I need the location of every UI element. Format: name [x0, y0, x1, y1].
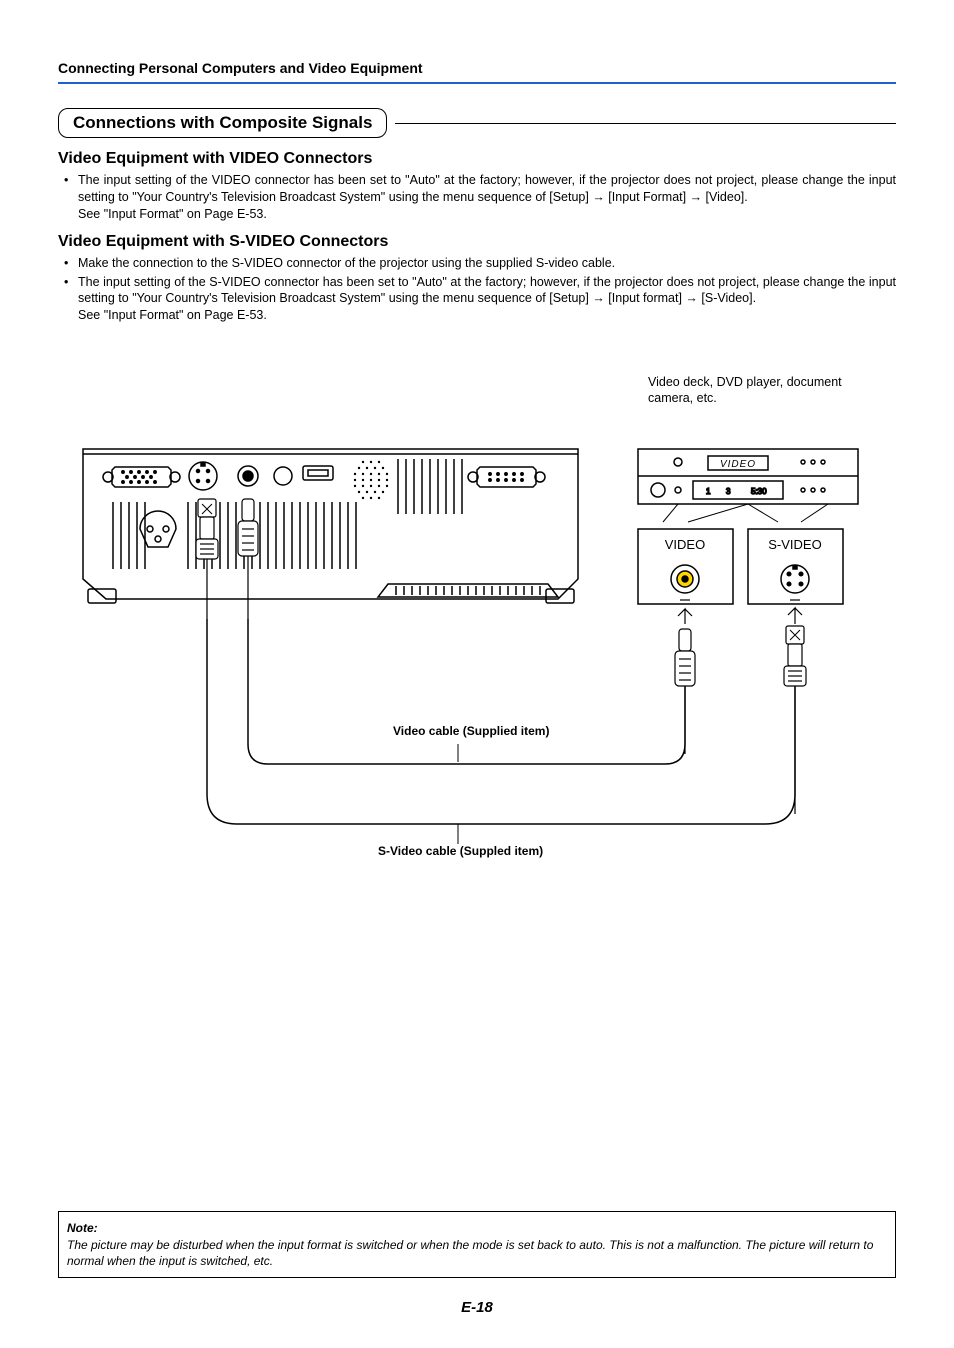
svg-text:3: 3 — [726, 487, 731, 496]
subheading-video: Video Equipment with VIDEO Connectors — [58, 150, 896, 168]
video-cable — [248, 619, 685, 764]
section-title: Connections with Composite Signals — [58, 108, 387, 138]
bullet-text: The input setting of the S-VIDEO connect… — [78, 274, 896, 325]
note-box: Note: The picture may be disturbed when … — [58, 1211, 896, 1278]
section-title-row: Connections with Composite Signals — [58, 108, 896, 138]
bullet-text: Make the connection to the S-VIDEO conne… — [78, 255, 896, 272]
svideo-cable-label: S-Video cable (Suppled item) — [378, 844, 543, 858]
vcr-video-label: VIDEO — [720, 459, 756, 470]
bullet-dot: • — [64, 172, 78, 223]
section-title-rule — [395, 123, 896, 124]
subheading-svideo: Video Equipment with S-VIDEO Connectors — [58, 233, 896, 251]
svg-text:1: 1 — [706, 487, 711, 496]
note-body: The picture may be disturbed when the in… — [67, 1238, 873, 1268]
projector — [83, 449, 578, 603]
bullet-block-1: • The input setting of the VIDEO connect… — [64, 172, 896, 223]
bullet-dot: • — [64, 255, 78, 272]
svideo-plug-projector — [196, 499, 218, 619]
source-device: 1 3 5:30 — [638, 449, 858, 504]
svg-text:5:30: 5:30 — [751, 487, 767, 496]
video-label: VIDEO — [665, 537, 705, 552]
s-video-cable — [207, 619, 795, 824]
note-title: Note: — [67, 1221, 98, 1235]
bullet-dot: • — [64, 274, 78, 325]
bullet-text: The input setting of the VIDEO connector… — [78, 172, 896, 223]
bullet-block-2: • Make the connection to the S-VIDEO con… — [64, 255, 896, 325]
page-header: Connecting Personal Computers and Video … — [58, 60, 896, 84]
caption-source: Video deck, DVD player, document camera,… — [648, 374, 848, 407]
rca-plug-projector — [238, 499, 258, 619]
s-video-label: S-VIDEO — [768, 537, 821, 552]
page-number: E-18 — [0, 1299, 954, 1316]
connection-diagram: Video deck, DVD player, document camera,… — [58, 404, 896, 964]
video-cable-label: Video cable (Supplied item) — [393, 724, 549, 738]
diagram-svg: 1 3 5:30 VIDEO VIDEO S-VIDE — [58, 404, 898, 964]
